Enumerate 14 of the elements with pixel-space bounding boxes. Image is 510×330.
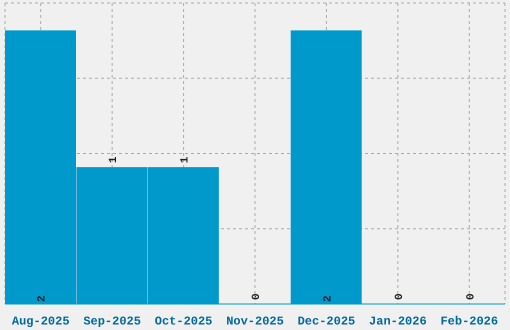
x-tick-label: Dec-2025 xyxy=(298,314,356,329)
data-label: 1 xyxy=(108,156,120,164)
x-tick-label: Oct-2025 xyxy=(154,314,212,329)
data-label: 2 xyxy=(36,295,49,302)
data-label: 0 xyxy=(251,293,263,300)
data-label: 2 xyxy=(322,295,334,302)
x-tick-label: Feb-2026 xyxy=(440,314,498,329)
x-tick-label: Nov-2025 xyxy=(226,314,284,329)
data-label: 1 xyxy=(180,156,192,164)
data-label: 0 xyxy=(465,293,478,300)
x-tick-label: Sep-2025 xyxy=(83,314,141,329)
data-label: 0 xyxy=(394,293,406,300)
x-tick-label: Jan-2026 xyxy=(369,314,427,329)
x-tick-label: Aug-2025 xyxy=(12,314,70,329)
